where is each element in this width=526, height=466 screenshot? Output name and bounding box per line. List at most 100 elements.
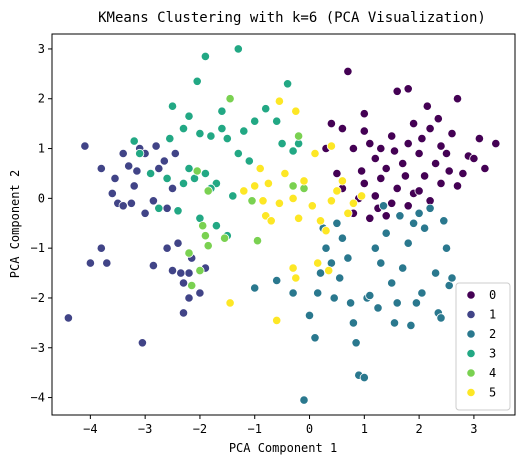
point-cluster-4 xyxy=(195,265,205,276)
point-cluster-5 xyxy=(326,196,336,206)
point-cluster-5 xyxy=(263,178,273,188)
point-cluster-3 xyxy=(173,206,183,216)
point-cluster-3 xyxy=(206,131,216,141)
point-cluster-0 xyxy=(343,66,353,77)
point-cluster-0 xyxy=(458,168,468,179)
point-cluster-5 xyxy=(332,186,342,196)
point-cluster-4 xyxy=(293,131,304,141)
point-cluster-0 xyxy=(408,119,419,129)
point-cluster-0 xyxy=(447,129,457,139)
point-cluster-0 xyxy=(365,139,375,149)
point-cluster-5 xyxy=(343,208,353,218)
point-cluster-1 xyxy=(129,181,139,191)
point-cluster-1 xyxy=(137,338,147,348)
point-cluster-3 xyxy=(200,168,210,179)
point-cluster-4 xyxy=(192,166,202,176)
point-cluster-3 xyxy=(192,76,202,86)
point-cluster-0 xyxy=(387,131,397,141)
point-cluster-1 xyxy=(118,201,128,211)
point-cluster-2 xyxy=(425,203,435,213)
legend-marker-1 xyxy=(466,309,476,320)
x-tick-label: −4 xyxy=(83,422,97,436)
point-cluster-1 xyxy=(124,161,134,171)
point-cluster-2 xyxy=(313,288,323,298)
y-axis: −4 −3 −2 −1 0 1 2 3 xyxy=(31,42,52,405)
point-cluster-2 xyxy=(376,258,386,268)
point-cluster-4 xyxy=(187,280,197,291)
legend-marker-3 xyxy=(466,348,476,359)
point-cluster-2 xyxy=(321,243,331,253)
point-cluster-1 xyxy=(184,268,194,278)
point-cluster-5 xyxy=(266,216,276,226)
y-tick-label: 3 xyxy=(38,42,45,56)
point-cluster-4 xyxy=(203,241,213,251)
point-cluster-0 xyxy=(419,171,430,181)
point-cluster-3 xyxy=(184,111,194,121)
point-cluster-1 xyxy=(102,258,112,268)
point-cluster-1 xyxy=(132,166,142,176)
x-axis: −4 −3 −2 −1 0 1 2 3 xyxy=(83,415,478,436)
x-tick-label: 2 xyxy=(415,422,422,436)
point-cluster-3 xyxy=(272,116,282,126)
point-cluster-2 xyxy=(329,293,339,303)
point-cluster-1 xyxy=(176,268,186,278)
point-cluster-3 xyxy=(146,168,156,179)
point-cluster-2 xyxy=(430,268,441,278)
legend-label-5: 5 xyxy=(489,386,496,400)
point-cluster-3 xyxy=(250,116,260,126)
y-tick-label: −1 xyxy=(31,241,45,255)
point-cluster-0 xyxy=(491,139,501,149)
point-cluster-3 xyxy=(135,148,145,159)
point-cluster-5 xyxy=(272,315,282,325)
point-cluster-2 xyxy=(315,268,326,278)
point-cluster-2 xyxy=(419,223,430,233)
point-cluster-5 xyxy=(310,148,320,159)
point-cluster-0 xyxy=(348,143,358,154)
point-cluster-2 xyxy=(403,238,413,248)
point-cluster-3 xyxy=(228,191,238,201)
point-cluster-3 xyxy=(211,221,221,231)
point-cluster-3 xyxy=(167,101,178,111)
point-cluster-3 xyxy=(184,163,194,174)
point-cluster-0 xyxy=(403,84,413,94)
point-cluster-5 xyxy=(326,141,336,151)
legend-label-3: 3 xyxy=(489,347,496,361)
point-cluster-1 xyxy=(148,196,158,206)
point-cluster-5 xyxy=(274,198,284,208)
point-cluster-2 xyxy=(343,253,353,263)
x-tick-label: −3 xyxy=(138,422,152,436)
point-cluster-3 xyxy=(261,104,271,114)
point-cluster-1 xyxy=(151,141,161,151)
point-cluster-1 xyxy=(167,265,178,276)
point-cluster-1 xyxy=(63,313,74,323)
point-cluster-0 xyxy=(425,124,435,134)
point-cluster-5 xyxy=(258,196,268,206)
point-cluster-0 xyxy=(469,153,479,164)
point-cluster-2 xyxy=(272,275,282,286)
point-cluster-1 xyxy=(195,288,205,298)
point-cluster-0 xyxy=(417,134,427,144)
legend-box xyxy=(455,282,511,411)
point-cluster-5 xyxy=(288,193,298,203)
point-cluster-1 xyxy=(170,148,180,159)
legend-label-2: 2 xyxy=(489,327,496,341)
point-cluster-2 xyxy=(411,298,421,308)
legend-label-4: 4 xyxy=(489,366,496,380)
point-cluster-1 xyxy=(96,163,106,174)
point-cluster-5 xyxy=(274,96,284,106)
point-cluster-3 xyxy=(200,51,210,62)
point-cluster-0 xyxy=(430,158,441,169)
point-cluster-0 xyxy=(414,148,424,159)
point-cluster-2 xyxy=(439,216,449,226)
point-cluster-5 xyxy=(299,176,309,186)
point-cluster-5 xyxy=(288,263,298,273)
point-cluster-1 xyxy=(154,163,164,174)
point-cluster-0 xyxy=(387,198,397,208)
point-cluster-3 xyxy=(217,124,227,134)
point-cluster-2 xyxy=(381,228,391,238)
legend-marker-2 xyxy=(466,329,476,339)
y-tick-label: −2 xyxy=(31,291,45,305)
point-cluster-2 xyxy=(304,310,315,320)
point-cluster-0 xyxy=(389,146,400,156)
